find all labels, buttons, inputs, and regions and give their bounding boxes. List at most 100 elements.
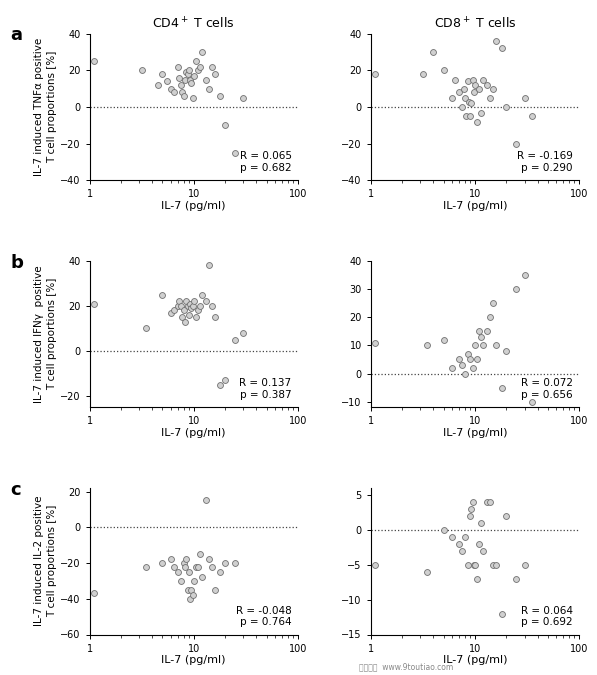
X-axis label: IL-7 (pg/ml): IL-7 (pg/ml) (443, 655, 507, 665)
Point (520, 92, 530, 103)
Point (470, 80, 480, 90)
Point (472, 354, 482, 365)
Point (475, 83, 484, 94)
Point (178, 312, 187, 323)
Point (466, 354, 475, 365)
Point (220, 375, 230, 385)
Point (216, 566, 225, 577)
Point (439, 334, 448, 345)
Point (184, 65, 193, 76)
Point (158, 69, 167, 80)
Point (454, 539, 464, 549)
Text: R = -0.048
p = 0.764: R = -0.048 p = 0.764 (236, 605, 291, 627)
Point (454, 354, 464, 365)
Point (187, 585, 196, 595)
Point (478, 340, 488, 351)
Point (216, 379, 225, 390)
Point (512, 284, 521, 294)
Point (488, 298, 498, 308)
Point (173, 61, 182, 72)
Title: CD4$^+$ T cells: CD4$^+$ T cells (152, 16, 235, 31)
Point (460, 531, 470, 542)
Point (501, 102, 511, 113)
Text: R = 0.137
p = 0.387: R = 0.137 p = 0.387 (239, 379, 291, 400)
Point (497, 382, 506, 393)
Point (239, 327, 248, 338)
Point (197, 572, 207, 583)
Point (485, 312, 495, 323)
Y-axis label: IL-7 induced TNFα positive
T cell proportions [%]: IL-7 induced TNFα positive T cell propor… (34, 38, 57, 176)
Point (195, 549, 205, 560)
Point (170, 561, 179, 572)
Point (463, 560, 472, 570)
Point (239, 92, 248, 103)
Point (185, 593, 195, 604)
Y-axis label: IL-7 induced IFNγ  positive
T cell proportions [%]: IL-7 induced IFNγ positive T cell propor… (34, 265, 57, 403)
Point (195, 61, 205, 72)
Point (188, 300, 198, 311)
Point (460, 92, 470, 103)
Point (230, 334, 240, 345)
Point (370, 69, 380, 80)
Point (185, 74, 195, 85)
Point (497, 608, 506, 619)
Point (178, 87, 187, 98)
Point (179, 90, 189, 101)
Point (491, 560, 501, 570)
Point (488, 83, 498, 94)
Point (181, 67, 191, 78)
Text: R = 0.072
p = 0.656: R = 0.072 p = 0.656 (521, 379, 573, 400)
Point (370, 338, 380, 348)
Point (179, 305, 189, 316)
Point (193, 65, 203, 76)
Point (216, 90, 225, 101)
Text: R = 0.064
p = 0.692: R = 0.064 p = 0.692 (521, 605, 573, 627)
Point (497, 43, 506, 54)
Point (193, 305, 203, 316)
Point (204, 260, 214, 271)
Point (469, 560, 479, 570)
Point (482, 497, 491, 508)
Point (476, 518, 486, 529)
X-axis label: IL-7 (pg/ml): IL-7 (pg/ml) (161, 200, 226, 211)
Point (207, 300, 217, 311)
Point (501, 346, 511, 356)
Point (185, 298, 195, 309)
Point (463, 348, 472, 359)
Point (201, 74, 210, 85)
Point (176, 80, 186, 90)
Point (491, 36, 501, 47)
Point (174, 296, 184, 307)
Point (197, 290, 207, 300)
Point (207, 561, 217, 572)
Point (201, 495, 210, 506)
Point (466, 111, 475, 122)
Point (482, 80, 491, 90)
Point (181, 554, 191, 565)
Point (176, 576, 186, 587)
Point (230, 558, 240, 568)
Point (463, 76, 472, 87)
Point (447, 92, 457, 103)
Point (439, 524, 448, 535)
Point (162, 76, 171, 87)
Point (191, 56, 201, 67)
Point (457, 102, 467, 113)
Point (184, 310, 193, 321)
Point (476, 331, 486, 342)
Point (207, 61, 217, 72)
Point (491, 340, 501, 351)
Point (89, 588, 99, 599)
Point (230, 147, 240, 158)
Point (189, 576, 198, 587)
Point (191, 561, 201, 572)
Point (191, 312, 201, 323)
Point (447, 362, 457, 373)
Point (468, 362, 478, 373)
Point (184, 566, 193, 577)
Point (520, 560, 530, 570)
Y-axis label: IL-7 induced IL-2 positive
T cell proportions [%]: IL-7 induced IL-2 positive T cell propor… (34, 496, 57, 626)
Point (180, 317, 189, 327)
Point (485, 497, 495, 508)
Point (512, 138, 521, 149)
